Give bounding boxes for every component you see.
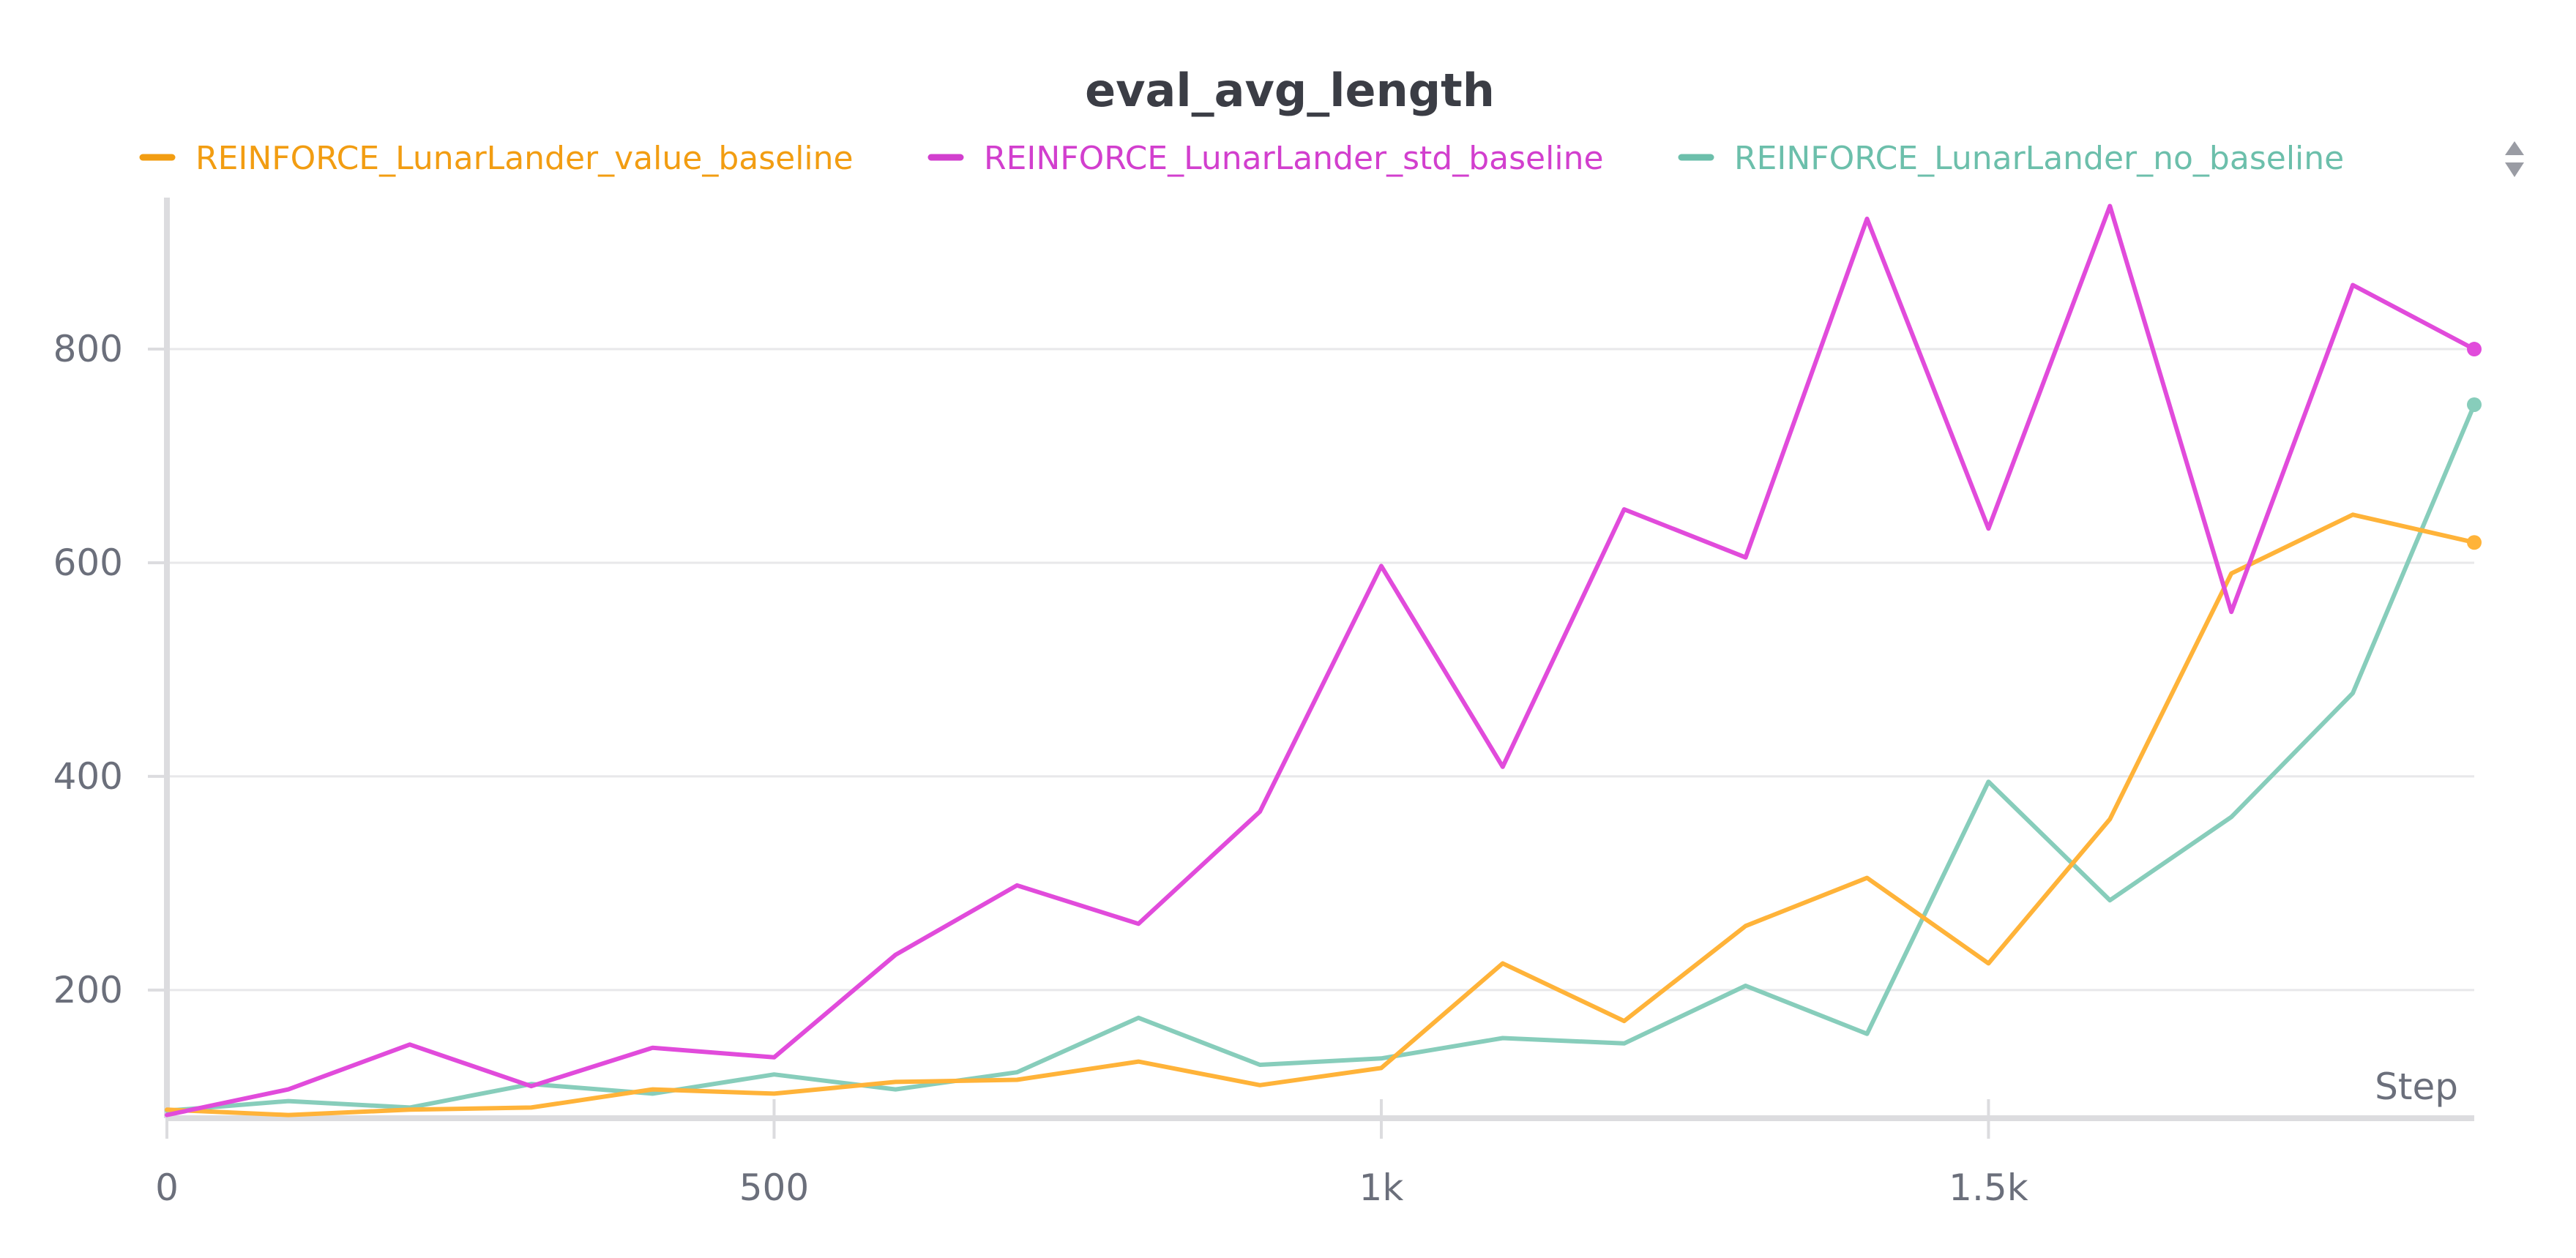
y-axis-ticks: 200 400 600 800 [53, 328, 167, 1011]
legend-item[interactable]: REINFORCE_LunarLander_value_baseline [139, 140, 854, 177]
legend: REINFORCE_LunarLander_value_baseline REIN… [139, 140, 2344, 177]
chart-title: eval_avg_length [1085, 64, 1495, 117]
legend-label: REINFORCE_LunarLander_value_baseline [195, 140, 854, 177]
x-tick-label: 1k [1359, 1167, 1404, 1209]
series-line [165, 403, 2476, 1113]
legend-item[interactable]: REINFORCE_LunarLander_std_baseline [927, 140, 1604, 177]
x-axis-label: Step [2375, 1066, 2458, 1108]
x-tick-label: 1.5k [1949, 1167, 2028, 1209]
series-end-point [2467, 397, 2482, 412]
y-tick-label: 600 [53, 542, 123, 584]
y-tick-label: 400 [53, 755, 123, 798]
grid-lines [167, 348, 2474, 992]
series-end-point [2467, 342, 2482, 357]
series-end-point [2467, 535, 2482, 550]
y-tick-label: 200 [53, 969, 123, 1011]
x-axis-ticks: 0 500 1k 1.5k [155, 1099, 2028, 1209]
series-line [165, 203, 2476, 1117]
x-tick-label: 500 [739, 1167, 809, 1209]
legend-label: REINFORCE_LunarLander_std_baseline [984, 140, 1604, 177]
x-tick-label: 0 [155, 1167, 179, 1209]
y-tick-label: 800 [53, 328, 123, 370]
axes [164, 198, 2474, 1121]
series-line [165, 512, 2476, 1117]
series-group [165, 203, 2482, 1117]
legend-item[interactable]: REINFORCE_LunarLander_no_baseline [1678, 140, 2344, 177]
legend-sort-icon[interactable] [2505, 141, 2524, 177]
legend-label: REINFORCE_LunarLander_no_baseline [1734, 140, 2344, 177]
